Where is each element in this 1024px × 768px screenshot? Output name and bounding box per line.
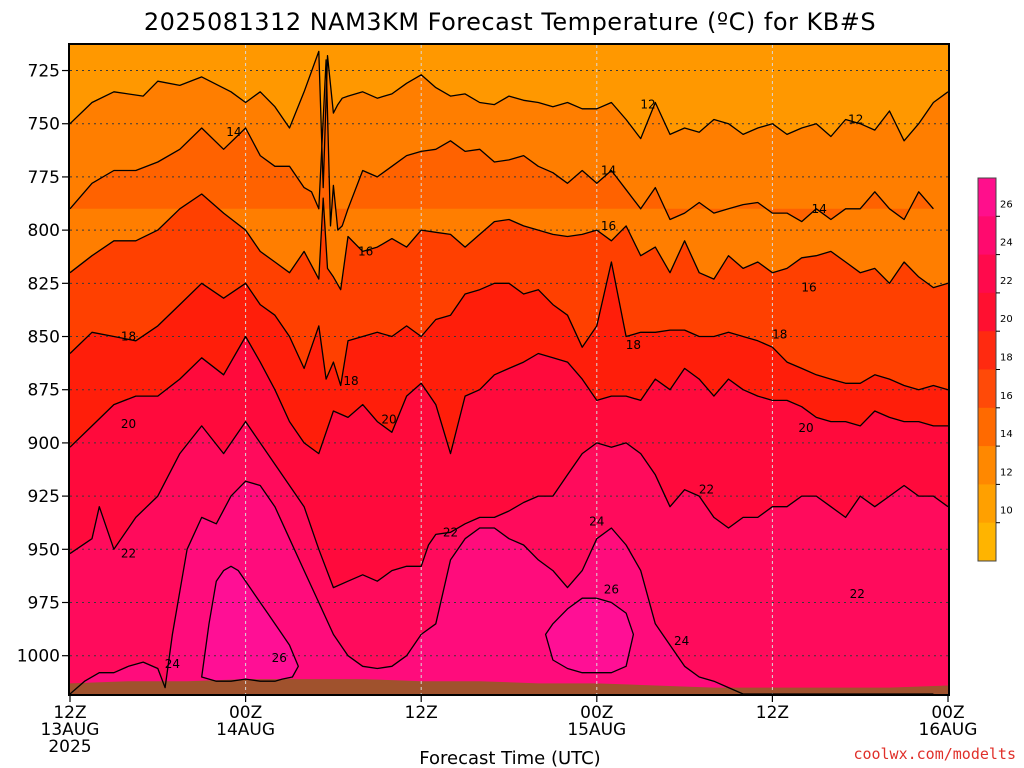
isotherm-26-8 bbox=[544, 597, 635, 674]
isotherm-22-5 bbox=[69, 420, 949, 589]
colorbar-swatch-6 bbox=[978, 407, 996, 447]
x-tick-label-0-2: 13AUG bbox=[41, 720, 100, 740]
colorbar-label-18: 18 bbox=[1000, 353, 1013, 364]
contour-label-5: 16 bbox=[358, 244, 373, 258]
isotherm-12-0 bbox=[69, 50, 949, 189]
y-tick-label-850: 850 bbox=[28, 328, 60, 348]
colorbar-label-14: 14 bbox=[1000, 429, 1013, 440]
colorbar-swatch-0 bbox=[978, 178, 996, 217]
temperature-fill-layer bbox=[70, 45, 948, 694]
colorbar-label-16: 16 bbox=[1000, 391, 1013, 402]
colorbar-label-26: 26 bbox=[1000, 199, 1013, 210]
contour-label-18: 22 bbox=[850, 587, 865, 601]
y-tick-label-1000: 1000 bbox=[17, 647, 60, 667]
colorbar-swatch-5 bbox=[978, 369, 996, 409]
colorbar-swatch-2 bbox=[978, 254, 996, 294]
colorbar-swatch-1 bbox=[978, 216, 996, 256]
y-tick-label-975: 975 bbox=[28, 594, 60, 614]
colorbar-swatch-9 bbox=[978, 522, 996, 562]
x-tick-label-36-2: 15AUG bbox=[567, 720, 626, 740]
contour-label-16: 22 bbox=[443, 525, 458, 539]
x-tick-label-48-1: 12Z bbox=[756, 703, 789, 723]
contour-label-10: 18 bbox=[626, 338, 641, 352]
contour-label-19: 24 bbox=[165, 657, 180, 671]
isotherm-labels: 12 12 14 14 14 16 16 16 18 18 18 18 20 20 20 22 22 22 22 24… bbox=[121, 98, 865, 672]
x-tick-label-24-1: 12Z bbox=[405, 703, 438, 723]
plot-frame bbox=[68, 43, 950, 696]
colorbar-label-20: 20 bbox=[1000, 314, 1013, 325]
band-26-area-1 bbox=[545, 598, 634, 673]
contour-label-3: 14 bbox=[601, 164, 616, 178]
contour-label-17: 22 bbox=[699, 483, 714, 497]
contour-label-22: 26 bbox=[272, 651, 287, 665]
colorbar-swatch-3 bbox=[978, 292, 996, 332]
contour-label-4: 14 bbox=[812, 202, 827, 216]
contour-label-6: 16 bbox=[601, 219, 616, 233]
ground-area bbox=[70, 679, 948, 694]
x-tick-label-0-3: 2025 bbox=[48, 737, 91, 757]
contour-label-0: 12 bbox=[640, 98, 655, 112]
chart-title: 2025081312 NAM3KM Forecast Temperature (… bbox=[144, 8, 876, 36]
contour-label-21: 24 bbox=[674, 634, 689, 648]
colorbar-label-24: 24 bbox=[1000, 238, 1013, 249]
contour-label-1: 12 bbox=[848, 112, 863, 126]
y-tick-label-725: 725 bbox=[28, 62, 60, 82]
y-tick-label-875: 875 bbox=[28, 381, 60, 401]
band-above-14 bbox=[70, 59, 934, 231]
x-tick-label-36-1: 00Z bbox=[580, 703, 613, 723]
isotherm-20-4 bbox=[69, 335, 948, 455]
contour-label-13: 20 bbox=[381, 413, 396, 427]
y-tick-label-925: 925 bbox=[28, 487, 60, 507]
colorbar-label-10: 10 bbox=[1000, 506, 1013, 517]
isotherm-14-1 bbox=[69, 59, 934, 231]
contour-label-20: 24 bbox=[589, 515, 604, 529]
y-tick-label-950: 950 bbox=[28, 540, 60, 560]
colorbar-label-12: 12 bbox=[1000, 467, 1013, 478]
y-tick-label-800: 800 bbox=[28, 221, 60, 241]
x-tick-label-12-1: 00Z bbox=[229, 703, 262, 723]
contour-label-9: 18 bbox=[343, 374, 358, 388]
y-tick-label-900: 900 bbox=[28, 434, 60, 454]
isotherm-18-3 bbox=[69, 261, 949, 391]
isotherm-26-7 bbox=[201, 565, 299, 682]
y-tick-label-775: 775 bbox=[28, 168, 60, 188]
contour-label-15: 22 bbox=[121, 547, 136, 561]
y-tick-label-825: 825 bbox=[28, 274, 60, 294]
y-axis: 725 750 775 800 825 850 875 900 925 950 975 1000 bbox=[17, 62, 70, 667]
contour-label-12: 20 bbox=[121, 417, 136, 431]
credit-text: coolwx.com/modelts bbox=[853, 745, 1016, 763]
colorbar-swatch-7 bbox=[978, 446, 996, 485]
contour-label-11: 18 bbox=[772, 327, 787, 341]
colorbar-swatch-4 bbox=[978, 331, 996, 370]
colorbar-label-22: 22 bbox=[1000, 276, 1013, 287]
contour-label-2: 14 bbox=[226, 125, 241, 139]
band-26-area-0 bbox=[201, 566, 299, 682]
contour-label-23: 26 bbox=[604, 583, 619, 597]
isotherm-16-2 bbox=[69, 193, 949, 291]
colorbar: 26 24 22 20 18 16 14 12 10 bbox=[977, 177, 1013, 562]
contour-label-8: 18 bbox=[121, 330, 136, 344]
colorbar-swatch-8 bbox=[978, 484, 996, 524]
y-tick-label-750: 750 bbox=[28, 115, 60, 135]
contour-label-7: 16 bbox=[801, 281, 816, 295]
x-axis-label: Forecast Time (UTC) bbox=[419, 748, 600, 768]
x-tick-label-0-1: 12Z bbox=[53, 703, 86, 723]
x-tick-label-60-2: 16AUG bbox=[919, 720, 978, 740]
isotherm-lines bbox=[69, 50, 949, 695]
x-tick-label-60-1: 00Z bbox=[931, 703, 964, 723]
x-tick-label-12-2: 14AUG bbox=[216, 720, 275, 740]
contour-label-14: 20 bbox=[798, 421, 813, 435]
